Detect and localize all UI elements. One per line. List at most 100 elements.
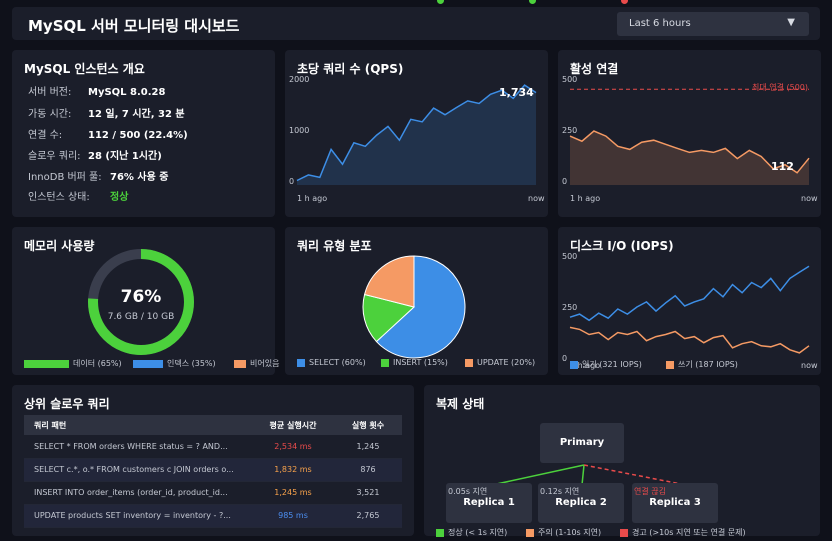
disk-x-end: now <box>801 361 818 370</box>
disk-io-chart: 500 250 0 1 h ago now <box>562 252 818 370</box>
link-replica-2 <box>581 464 585 486</box>
status-dot-green-2 <box>529 0 536 4</box>
connections-chart: 500 250 0 최대 연결 (500) 112 1 h ago now <box>562 75 818 203</box>
disk-io-panel: 디스크 I/O (IOPS) 500 250 0 1 h ago now 읽기 … <box>558 227 821 375</box>
table-row[interactable]: INSERT INTO order_items (order_id, produ… <box>24 481 402 505</box>
pie-slice-insert <box>362 293 416 343</box>
table-header-row: 쿼리 패턴 평균 실행시간 실행 횟수 <box>24 415 402 435</box>
legend-label: 주의 (1-10s 지연) <box>538 528 602 537</box>
qps-area <box>297 85 536 185</box>
caret-down-icon: ▼ <box>787 17 795 28</box>
qt-legend-insert: INSERT (15%) <box>381 358 448 367</box>
primary-label: Primary <box>559 437 605 448</box>
repl-legend-warn: 주의 (1-10s 지연) <box>526 527 601 538</box>
disk-x-start: 1 h ago <box>570 361 600 370</box>
dashboard-header: MySQL 서버 모니터링 대시보드 Last 6 hours ▼ <box>12 7 820 40</box>
table-row[interactable]: SELECT * FROM orders WHERE status = ? AN… <box>24 435 402 459</box>
qps-current-label: 1,734 <box>499 86 534 99</box>
overview-label: 인스턴스 상태: <box>28 192 90 203</box>
connections-area <box>570 131 809 185</box>
replica-3-node[interactable]: Replica 3 <box>632 483 718 523</box>
replica-2-lag: 0.12s 지연 <box>540 487 580 496</box>
query-types-title: 쿼리 유형 분포 <box>297 239 372 253</box>
overview-label: 연결 수: <box>28 130 63 141</box>
disk-io-title: 디스크 I/O (IOPS) <box>570 239 674 253</box>
table-row[interactable]: UPDATE products SET inventory = inventor… <box>24 504 402 528</box>
qps-line <box>296 84 537 182</box>
query-types-pie <box>362 255 466 359</box>
overview-value: MySQL 8.0.28 <box>88 87 166 98</box>
col-avg-time: 평균 실행시간 <box>252 415 334 435</box>
overview-row: 인스턴스 상태: 정상 <box>28 188 128 203</box>
overview-row: 서버 버전: MySQL 8.0.28 <box>28 83 165 98</box>
query-count: 1,245 <box>334 435 402 459</box>
qt-legend-select: SELECT (60%) <box>297 358 366 367</box>
qps-title: 초당 쿼리 수 (QPS) <box>297 62 404 76</box>
conn-x-start: 1 h ago <box>570 194 600 203</box>
qps-chart: 2000 1000 0 1,734 1 h ago now <box>289 75 545 203</box>
connections-current-label: 112 <box>771 160 794 173</box>
repl-legend-ok: 정상 (< 1s 지연) <box>436 527 507 538</box>
legend-label: 경고 (>10s 지연 또는 연결 문제) <box>632 528 746 537</box>
legend-swatch <box>234 359 246 368</box>
memory-legend-data: 데이터 (65%) <box>24 358 122 369</box>
legend-swatch <box>620 528 628 537</box>
replica-3-lag: 연결 끊김 <box>634 487 666 496</box>
legend-label: INSERT (15%) <box>393 358 448 367</box>
replica-label: Replica 1 <box>463 497 515 508</box>
link-replica-3 <box>583 464 687 486</box>
primary-node[interactable]: Primary <box>540 423 624 463</box>
replica-1-lag: 0.05s 지연 <box>448 487 488 496</box>
legend-swatch <box>133 359 163 368</box>
col-pattern: 쿼리 패턴 <box>24 415 252 435</box>
link-replica-1 <box>491 464 585 486</box>
legend-label: 데이터 (65%) <box>73 359 122 368</box>
overview-label: 가동 시간: <box>28 109 72 120</box>
slow-queries-title: 상위 슬로우 쿼리 <box>24 397 110 411</box>
disk-ytick-0: 0 <box>562 354 567 363</box>
qps-ytick-0: 0 <box>289 177 294 186</box>
overview-value: 76% 사용 중 <box>110 172 169 183</box>
replication-panel: 복제 상태 Primary Replica 1 Replica 2 Replic… <box>424 385 820 538</box>
replication-links <box>491 464 687 486</box>
query-count: 2,765 <box>334 504 402 528</box>
replica-label: Replica 2 <box>555 497 607 508</box>
legend-swatch <box>297 358 305 367</box>
instance-status-value: 정상 <box>110 192 129 203</box>
table-row[interactable]: SELECT c.*, o.* FROM customers c JOIN or… <box>24 458 402 482</box>
legend-label: 인덱스 (35%) <box>167 359 216 368</box>
overview-value: 28 (지난 1시간) <box>88 151 162 162</box>
connections-line <box>569 130 810 174</box>
disk-series-write <box>569 326 810 354</box>
legend-label: 비어있음 <box>250 359 280 368</box>
qps-panel: 초당 쿼리 수 (QPS) 2000 1000 0 1,734 1 h ago … <box>285 50 548 217</box>
qps-x-end: now <box>528 194 545 203</box>
legend-label: 쓰기 (187 IOPS) <box>678 360 738 369</box>
legend-swatch <box>526 528 534 537</box>
memory-percent: 76% <box>121 287 162 307</box>
time-range-value: Last 6 hours <box>629 18 691 29</box>
connections-title: 활성 연결 <box>570 62 619 76</box>
overview-value: 112 / 500 (22.4%) <box>88 130 188 141</box>
overview-label: 슬로우 쿼리: <box>28 151 81 162</box>
replica-1-node[interactable]: Replica 1 <box>446 483 532 523</box>
overview-label: InnoDB 버퍼 풀: <box>28 172 102 183</box>
qps-ytick-2000: 2000 <box>289 75 309 84</box>
qt-legend-update: UPDATE (20%) <box>465 358 535 367</box>
disk-legend-write: 쓰기 (187 IOPS) <box>666 359 738 370</box>
status-dot-green-1 <box>437 0 444 4</box>
legend-swatch <box>381 358 389 367</box>
time-range-select[interactable]: Last 6 hours ▼ <box>617 12 809 36</box>
replica-2-node[interactable]: Replica 2 <box>538 483 624 523</box>
conn-ytick-500: 500 <box>562 75 577 84</box>
memory-detail: 7.6 GB / 10 GB <box>108 312 175 322</box>
status-dot-red <box>621 0 628 4</box>
conn-x-end: now <box>801 194 818 203</box>
memory-legend-free: 비어있음 <box>234 358 279 369</box>
replication-title: 복제 상태 <box>436 397 485 411</box>
memory-gauge-arc <box>88 249 194 355</box>
overview-row: 연결 수: 112 / 500 (22.4%) <box>28 126 188 141</box>
disk-series-read <box>569 265 810 322</box>
pie-slice-select <box>375 255 466 359</box>
disk-legend-read: 읽기 (321 IOPS) <box>570 359 642 370</box>
